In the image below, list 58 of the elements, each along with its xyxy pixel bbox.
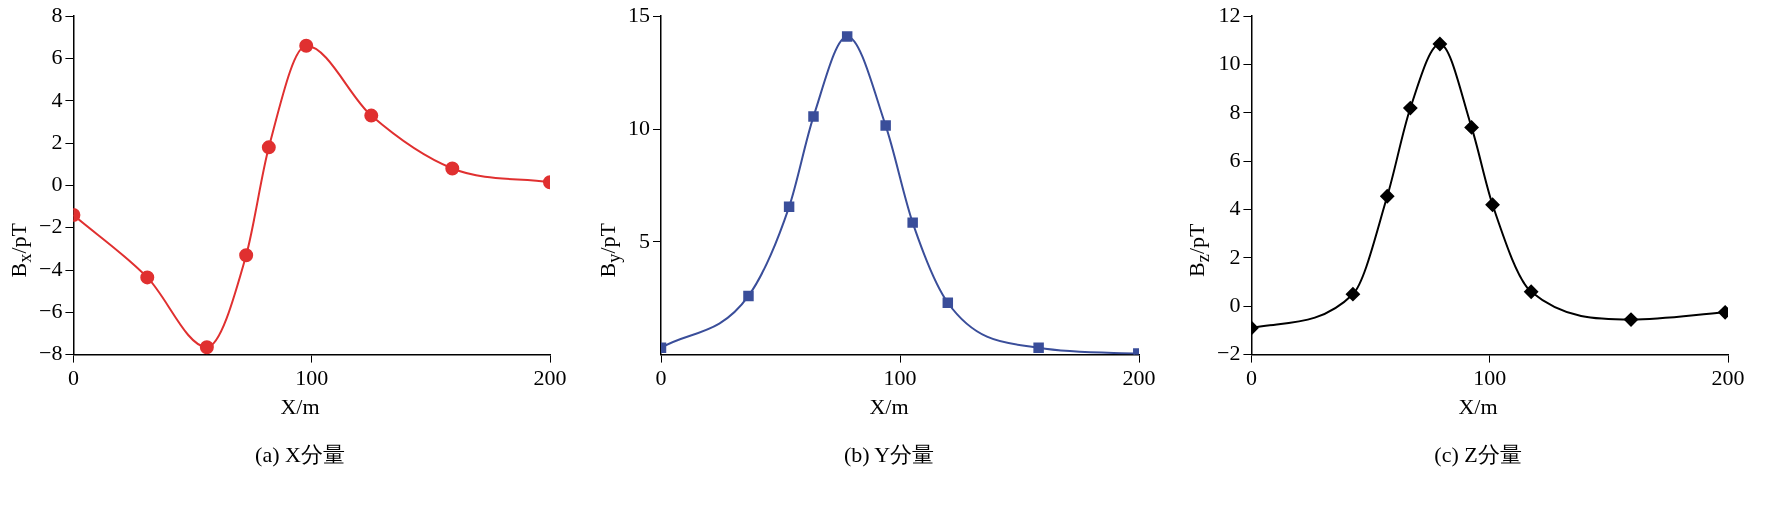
point [907, 217, 918, 228]
text: (b) Y分量 [842, 441, 936, 469]
point [239, 248, 254, 263]
x-tick-label: 100 [1473, 364, 1507, 390]
point [808, 111, 819, 122]
x-tick-label: 0 [1245, 364, 1257, 390]
y-tick-label: −8 [38, 340, 63, 366]
y-tick-label: 0 [51, 171, 63, 197]
point [1033, 342, 1044, 354]
y-tick-label: 15 [628, 1, 650, 27]
y-tick-label: −6 [38, 298, 63, 324]
x-tick-label: 0 [67, 364, 79, 390]
text: (c) Z分量 [1433, 441, 1523, 469]
point [1485, 197, 1500, 212]
x-tick-label: 200 [1122, 364, 1156, 390]
y-tick-label: 0 [1229, 292, 1241, 318]
y-tick-label: −4 [38, 255, 63, 281]
x-tick-label: 0 [655, 364, 667, 390]
point [1345, 287, 1360, 302]
y-tick-label: −2 [1216, 340, 1241, 366]
x-tick-label: 200 [1711, 364, 1745, 390]
y-tick-label: 8 [1229, 98, 1241, 124]
x-axis-title: X/m [868, 394, 910, 420]
y-tick-label: 12 [1218, 1, 1241, 27]
y-tick-label: 2 [51, 128, 63, 154]
point [880, 120, 891, 131]
point [1524, 284, 1539, 299]
y-tick-label: 6 [51, 44, 63, 70]
point [1432, 37, 1447, 51]
point [140, 270, 155, 285]
y-tick-label: 2 [1229, 243, 1241, 269]
y-tick-label: 10 [628, 114, 650, 140]
x-axis-title: X/m [279, 394, 321, 420]
y-tick-label: 4 [1229, 195, 1241, 221]
x-tick-label: 100 [295, 364, 329, 390]
x-tick-label: 200 [533, 364, 567, 390]
y-tick-label: 6 [1229, 147, 1241, 173]
point [942, 297, 954, 308]
point [841, 31, 853, 42]
point [261, 140, 276, 155]
y-tick-label: 8 [51, 1, 63, 27]
point [783, 201, 795, 213]
point [199, 340, 214, 355]
point [445, 161, 460, 176]
point [1403, 101, 1418, 116]
x-axis-title: X/m [1457, 394, 1499, 420]
point [1624, 312, 1639, 327]
point [743, 290, 754, 302]
y-tick-label: 10 [1218, 50, 1241, 76]
y-tick-label: 5 [639, 227, 650, 253]
y-tick-label: 4 [51, 86, 63, 112]
point [1464, 120, 1479, 135]
x-tick-label: 100 [883, 364, 917, 390]
point [1380, 189, 1395, 204]
y-tick-label: −2 [38, 213, 63, 239]
text: (a) X分量 [254, 441, 346, 469]
point [299, 38, 314, 53]
point [364, 108, 379, 123]
